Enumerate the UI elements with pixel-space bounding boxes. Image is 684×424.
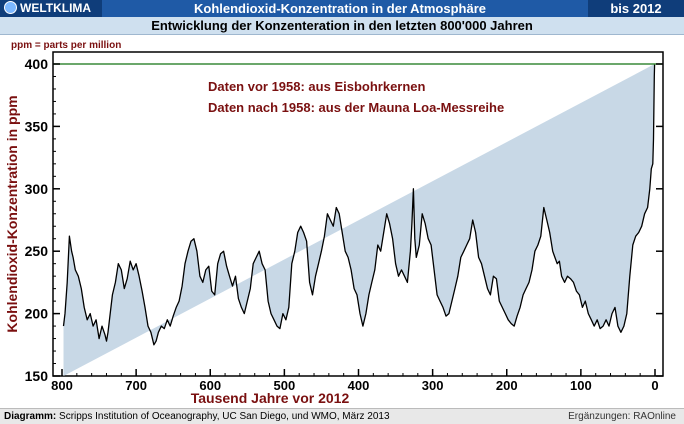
unit-note: ppm = parts per million bbox=[11, 40, 121, 51]
x-tick-label: 800 bbox=[51, 378, 73, 393]
y-tick-label: 300 bbox=[25, 181, 49, 197]
y-tick-label: 200 bbox=[25, 306, 49, 322]
x-tick-label: 600 bbox=[199, 378, 221, 393]
extra-credit: Ergänzungen: RAOnline bbox=[568, 411, 676, 422]
y-axis-label: Kohlendioxid-Konzentration in ppm bbox=[4, 95, 20, 332]
co2-line bbox=[62, 63, 656, 346]
y-tick-label: 350 bbox=[25, 118, 49, 134]
x-tick-label: 300 bbox=[422, 378, 444, 393]
x-tick-label: 400 bbox=[348, 378, 370, 393]
brand-label: WELTKLIMA bbox=[0, 0, 102, 17]
x-tick-label: 0 bbox=[651, 378, 658, 393]
y-tick-label: 400 bbox=[25, 56, 49, 72]
footer: Diagramm: Scripps Institution of Oceanog… bbox=[0, 408, 684, 424]
chart-subtitle: Entwicklung der Konzenteration in den le… bbox=[0, 17, 684, 35]
source-credit: Diagramm: Scripps Institution of Oceanog… bbox=[4, 409, 390, 424]
co2-area bbox=[63, 64, 655, 376]
y-tick-label: 250 bbox=[25, 243, 49, 259]
x-tick-label: 700 bbox=[125, 378, 147, 393]
globe-icon bbox=[4, 1, 17, 14]
annotation-2: Daten nach 1958: aus der Mauna Loa-Messr… bbox=[208, 100, 504, 115]
y-tick-label: 150 bbox=[25, 368, 49, 384]
source-text: Scripps Institution of Oceanography, UC … bbox=[56, 411, 390, 422]
main-title: Kohlendioxid-Konzentration in der Atmosp… bbox=[193, 1, 487, 16]
annotation-1: Daten vor 1958: aus Eisbohrkernen bbox=[208, 79, 426, 94]
x-tick-label: 200 bbox=[496, 378, 518, 393]
period-label: bis 2012 bbox=[588, 0, 684, 17]
source-label: Diagramm: bbox=[4, 411, 57, 422]
x-axis-label: Tausend Jahre vor 2012 bbox=[191, 390, 350, 406]
x-tick-label: 100 bbox=[570, 378, 592, 393]
brand-text: WELTKLIMA bbox=[20, 1, 92, 15]
x-tick-label: 500 bbox=[274, 378, 296, 393]
top-bar bbox=[0, 0, 684, 17]
